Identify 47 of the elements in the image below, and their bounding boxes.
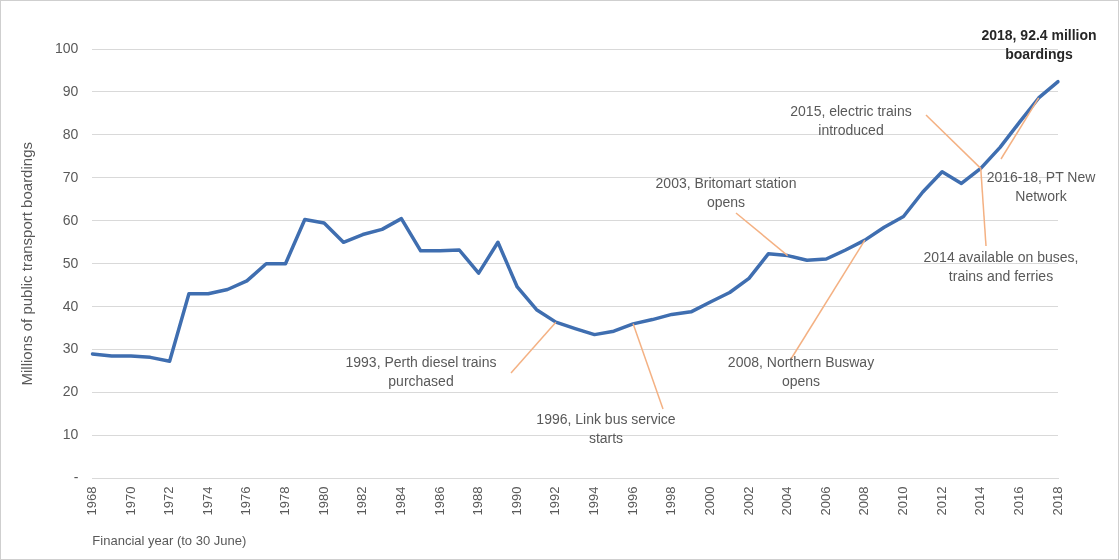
x-axis-title: Financial year (to 30 June) [92,532,247,548]
x-tick-label: 1974 [199,486,215,516]
x-tick-label: 2018 [1049,486,1065,516]
x-tick-label: 1978 [277,486,293,516]
y-tick-label: 20 [62,383,79,400]
y-tick-label: 10 [62,426,79,443]
x-tick-label: 2012 [933,486,949,516]
y-tick-label: 60 [62,211,79,228]
x-tick-label: 2014 [972,486,988,516]
x-tick-label: 1988 [470,486,486,516]
y-tick-label: 100 [55,39,79,56]
x-tick-label: 1986 [431,486,447,516]
x-tick-label: 1994 [586,486,602,516]
x-tick-label: 1976 [238,486,254,516]
x-tick-label: 1998 [663,486,679,516]
y-tick-label: 50 [62,254,79,271]
y-tick-label: 90 [62,82,79,99]
x-tick-label: 1968 [83,486,99,516]
annotation: 2003, Britomart station opens [655,174,797,210]
x-tick-label: 1970 [122,486,138,516]
x-tick-label: 1984 [392,486,408,516]
x-tick-label: 2002 [740,486,756,516]
x-tick-label: 1972 [161,486,177,516]
y-tick-label: 40 [62,297,79,314]
annotation: 2015, electric trains introduced [790,102,912,138]
y-tick-label: 30 [62,340,79,357]
x-tick-label: 2010 [895,486,911,516]
x-tick-label: 1980 [315,486,331,516]
annotation: 1996, Link bus service starts [536,410,676,446]
annotation: 1993, Perth diesel trains purchased [345,353,497,389]
x-tick-label: 1990 [508,486,524,516]
y-tick-label: 80 [62,125,79,142]
y-tick-label: - [73,469,79,486]
annotation: 2008, Northern Busway opens [727,353,875,389]
x-tick-label: 1982 [354,486,370,516]
x-tick-label: 2008 [856,486,872,516]
annotation: 2016-18, PT New Network [986,168,1097,204]
annotation: 2014 available on buses, trains and ferries [923,248,1079,284]
annotation: 2018, 92.4 million boardings [981,27,1097,63]
x-tick-label: 2006 [817,486,833,516]
y-tick-label: 70 [62,168,79,185]
x-tick-label: 2016 [1010,486,1026,516]
x-tick-label: 2004 [779,486,795,516]
x-tick-label: 1992 [547,486,563,516]
y-axis-title: Millions of public transport boardings [18,142,36,386]
x-tick-label: 2000 [701,486,717,516]
x-tick-label: 1996 [624,486,640,516]
